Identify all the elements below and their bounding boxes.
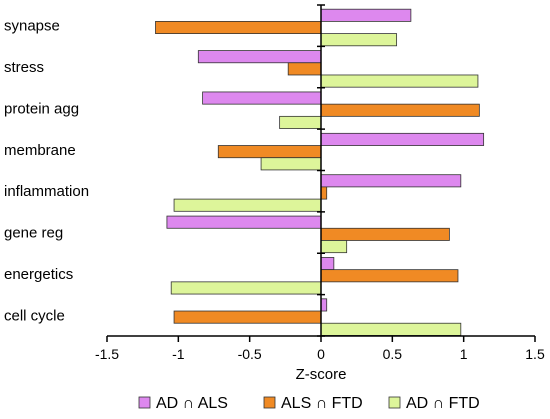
category-label: energetics	[4, 266, 73, 283]
x-tick-label: 0	[317, 346, 325, 362]
bar-inflammation-series-2	[320, 186, 328, 200]
bar-gene-reg-series-3	[320, 240, 348, 254]
category-label: membrane	[4, 142, 76, 159]
legend-swatch-2	[263, 396, 276, 409]
legend-label-1: AD ∩ ALS	[156, 395, 228, 412]
x-tick-label: 1	[460, 346, 468, 362]
category-label: gene reg	[4, 225, 63, 242]
x-tick-label: 1.5	[525, 346, 545, 362]
x-tick-label: 0.5	[383, 346, 403, 362]
bar-synapse-series-3	[320, 33, 398, 47]
bar-energetics-series-2	[320, 269, 459, 283]
category-tick-marks	[317, 4, 325, 337]
bar-inflammation-series-3	[173, 198, 322, 212]
bar-gene-reg-series-1	[166, 215, 322, 229]
legend-swatch-1	[138, 396, 151, 409]
bar-protein-agg-series-2	[320, 103, 480, 117]
category-label: cell cycle	[4, 307, 65, 324]
x-tick-labels: -1.5 -1 -0.5 0 0.5 1 1.5	[95, 346, 545, 362]
bar-cell-cycle-series-1	[320, 298, 328, 312]
bar-membrane-series-2	[217, 145, 322, 159]
bar-synapse-series-1	[320, 8, 412, 22]
bar-protein-agg-series-1	[202, 91, 322, 105]
bar-stress-series-3	[320, 74, 479, 88]
bar-cell-cycle-series-2	[173, 310, 322, 324]
category-label: protein agg	[4, 100, 79, 117]
bar-synapse-series-2	[155, 20, 322, 34]
bar-membrane-series-1	[320, 132, 485, 146]
x-axis-title: Z-score	[296, 366, 347, 383]
x-tick-label: -0.5	[238, 346, 262, 362]
x-tick-label: -1	[172, 346, 185, 362]
legend-swatch-3	[388, 396, 401, 409]
bars-layer	[155, 8, 485, 336]
bar-energetics-series-3	[170, 281, 322, 295]
bar-energetics-series-1	[320, 257, 335, 271]
bar-protein-agg-series-3	[279, 115, 322, 129]
legend: AD ∩ ALS ALS ∩ FTD AD ∩ FTD	[138, 395, 480, 412]
bar-membrane-series-3	[260, 157, 322, 171]
legend-label-3: AD ∩ FTD	[406, 395, 480, 412]
bar-stress-series-1	[197, 50, 322, 64]
bar-cell-cycle-series-3	[320, 322, 462, 336]
category-label: stress	[4, 59, 44, 76]
bar-gene-reg-series-2	[320, 227, 450, 241]
category-label: inflammation	[4, 183, 89, 200]
legend-label-2: ALS ∩ FTD	[281, 395, 363, 412]
category-label: synapse	[4, 18, 60, 35]
bar-inflammation-series-1	[320, 174, 462, 188]
x-tick-label: -1.5	[95, 346, 119, 362]
x-tick-marks	[106, 336, 536, 342]
category-labels: synapse stress protein agg membrane inflamma…	[4, 18, 89, 325]
bar-stress-series-2	[287, 62, 322, 76]
